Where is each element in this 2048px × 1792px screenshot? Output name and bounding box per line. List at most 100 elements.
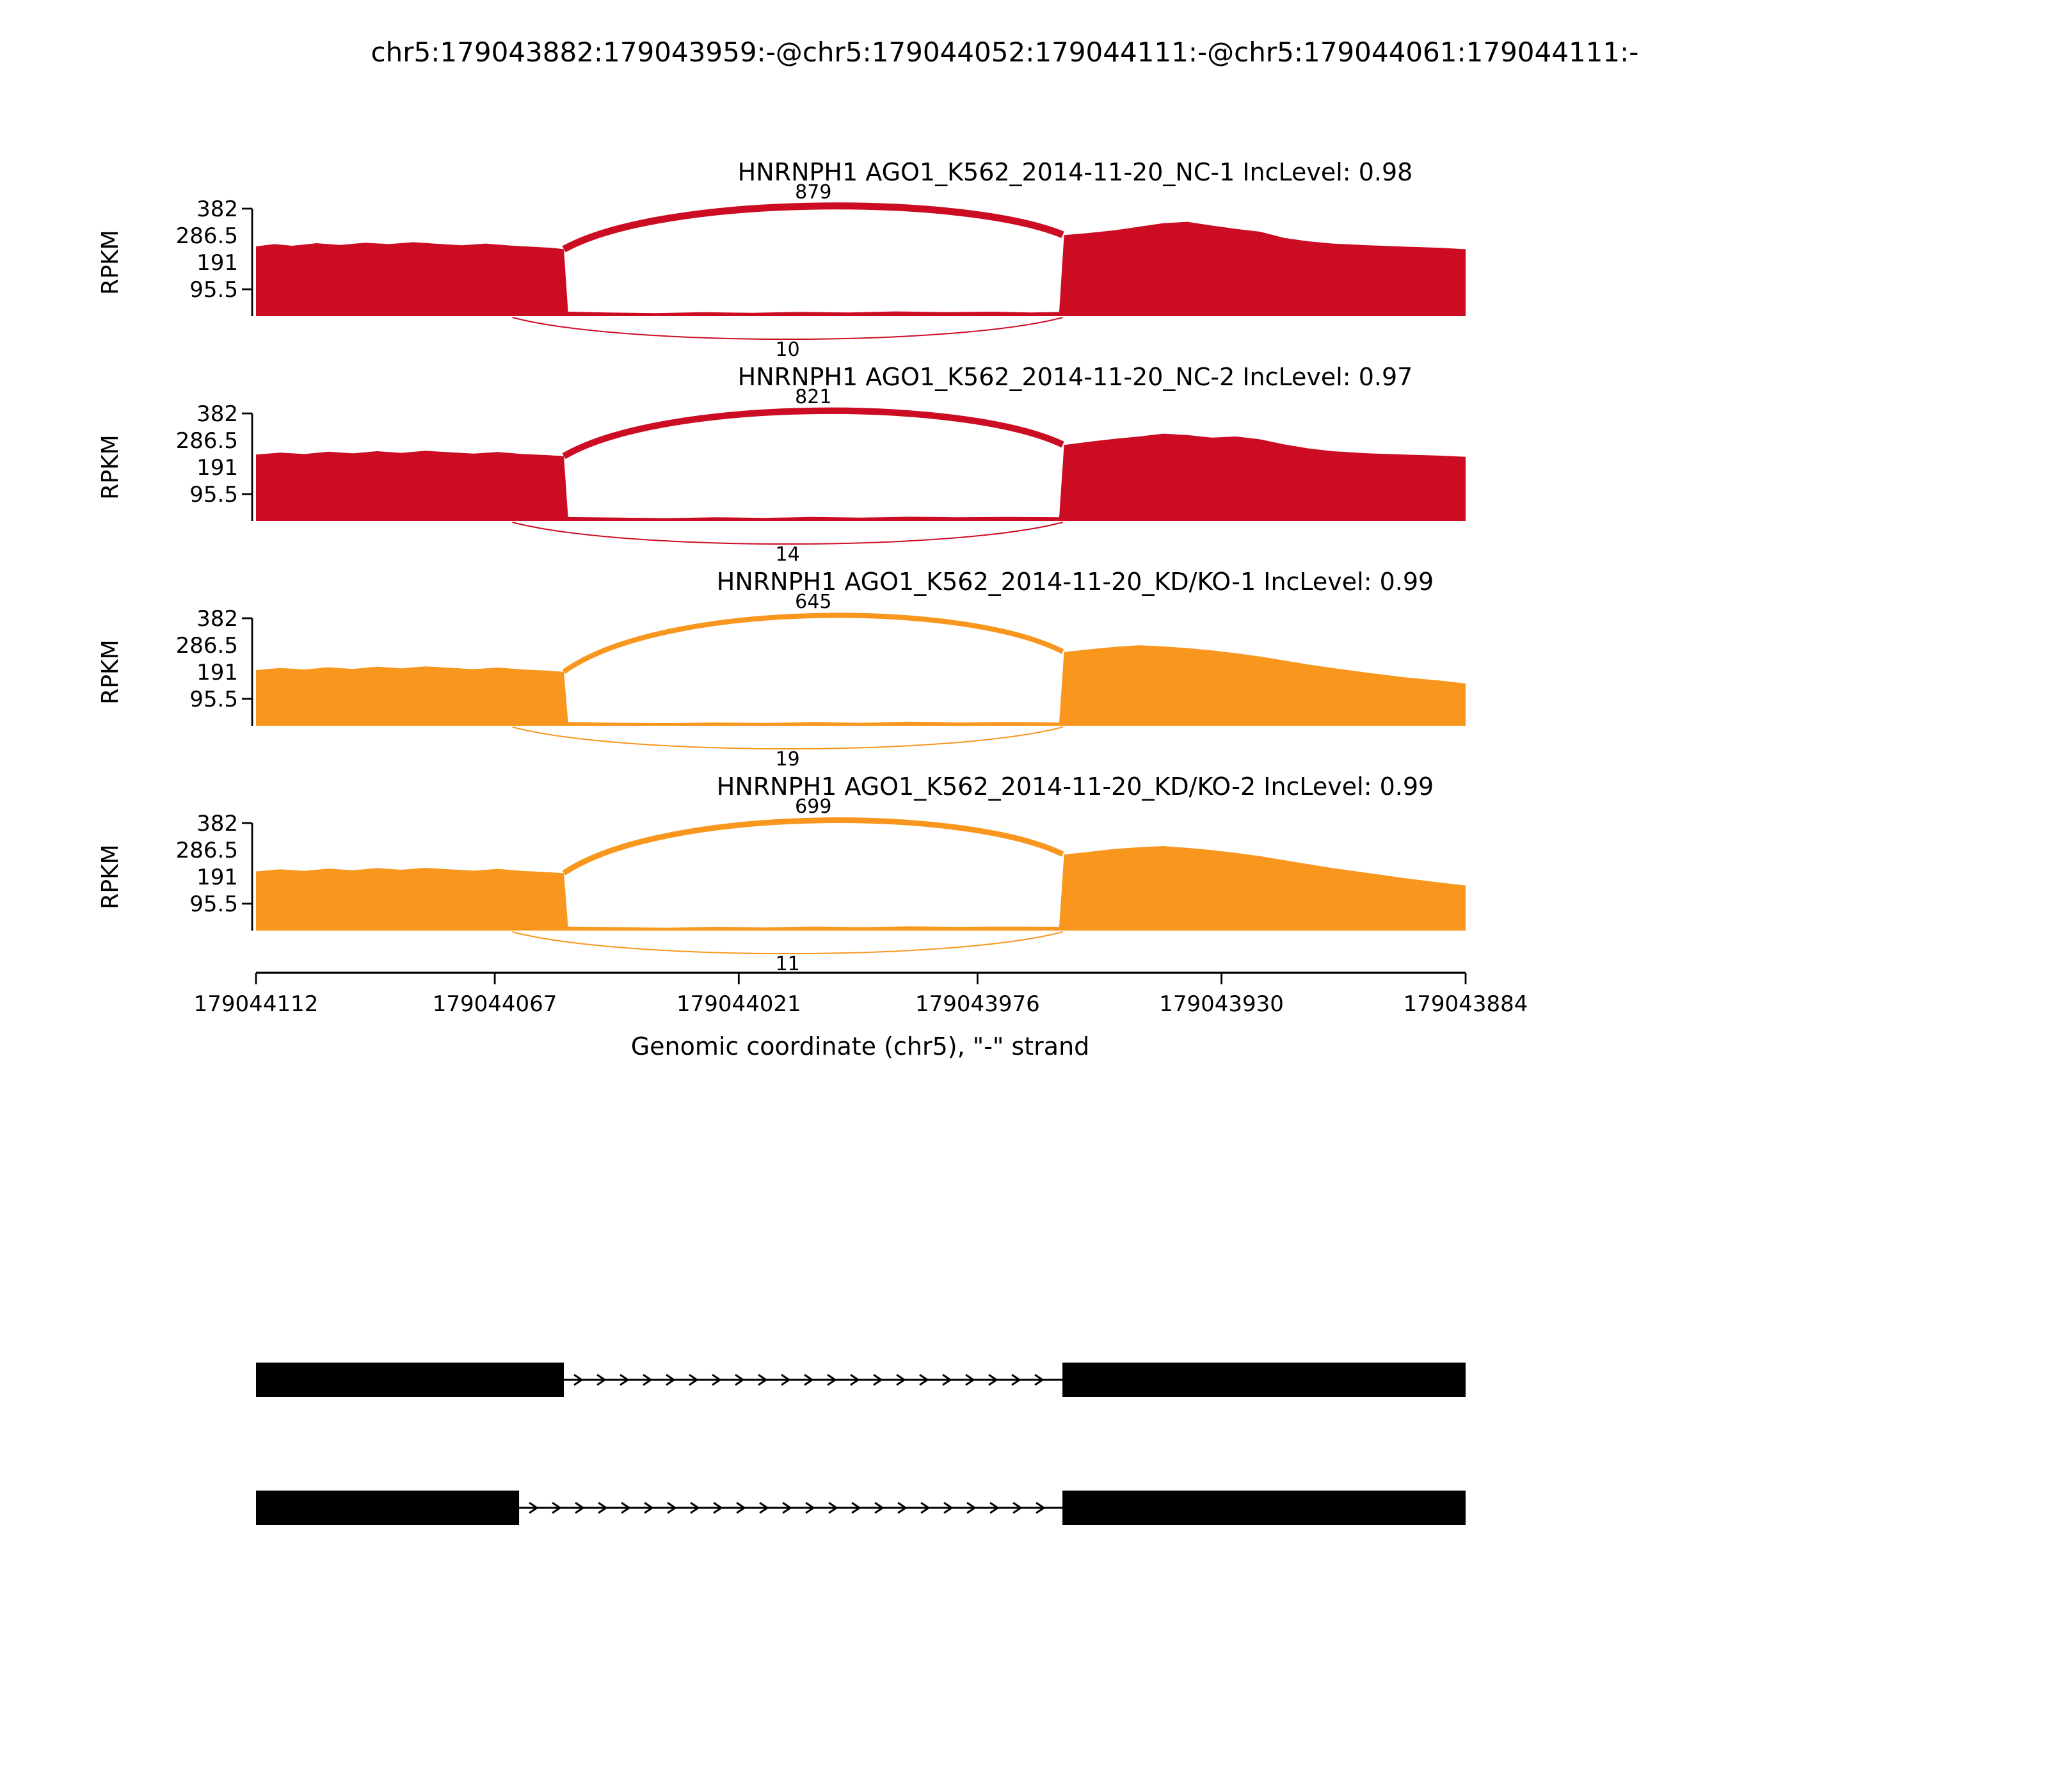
junction-count: 699	[795, 796, 831, 818]
track-title: HNRNPH1 AGO1_K562_2014-11-20_KD/KO-2 Inc…	[717, 772, 1434, 801]
junction-arc	[562, 407, 1064, 460]
coverage-area	[256, 221, 1466, 316]
isoform-row	[256, 1491, 1466, 1525]
x-tick-label: 179044112	[194, 991, 319, 1017]
junction-count: 10	[776, 339, 800, 361]
y-tick-label: 95.5	[189, 482, 238, 508]
figure-title: chr5:179043882:179043959:-@chr5:17904405…	[371, 36, 1639, 68]
intron-arrow-icon	[782, 1501, 792, 1514]
intron-arrow-icon	[828, 1501, 838, 1514]
exon-box	[256, 1363, 564, 1397]
y-tick-label: 286.5	[176, 428, 238, 454]
junction-arc	[562, 202, 1064, 253]
track-title: HNRNPH1 AGO1_K562_2014-11-20_NC-2 IncLev…	[738, 363, 1413, 391]
intron-arrow-icon	[988, 1373, 998, 1386]
intron-arrow-icon	[690, 1501, 700, 1514]
y-tick-label: 95.5	[189, 687, 238, 712]
intron-arrow-icon	[759, 1501, 769, 1514]
isoform-row	[256, 1363, 1466, 1397]
x-ticks: 179044112 179044067 179044021 179043976 1790…	[194, 973, 1528, 1017]
x-tick-label: 179043930	[1159, 991, 1284, 1017]
y-tick-label: 95.5	[189, 892, 238, 917]
y-tick-label: 191	[196, 865, 238, 890]
y-tick-label: 95.5	[189, 277, 238, 303]
intron-arrow-icon	[804, 1373, 814, 1386]
intron-arrow-icon	[666, 1373, 676, 1386]
intron-arrow-icon	[943, 1501, 954, 1514]
y-tick-label: 382	[196, 811, 238, 836]
junction-count: 879	[795, 181, 831, 204]
intron-arrow-icon	[643, 1373, 653, 1386]
intron-arrow-icon	[667, 1501, 677, 1514]
junction-count: 821	[795, 386, 831, 408]
intron-arrow-icon	[1036, 1501, 1046, 1514]
intron-arrow-icon	[552, 1501, 562, 1514]
intron-arrow-icon	[850, 1373, 860, 1386]
junction-count: 19	[776, 748, 800, 771]
intron-arrow-icon	[966, 1501, 977, 1514]
intron-arrow-icon	[942, 1373, 952, 1386]
intron-arrow-icon	[965, 1373, 975, 1386]
intron-arrow-icon	[620, 1373, 630, 1386]
junction-arc	[512, 726, 1063, 750]
x-tick-label: 179043976	[915, 991, 1040, 1017]
junction-count: 14	[776, 543, 800, 566]
intron-arrow-icon	[919, 1373, 929, 1386]
y-axis-label: RPKM	[97, 844, 124, 909]
junction-arc	[512, 522, 1063, 545]
y-tick-label: 191	[196, 455, 238, 481]
coverage-area	[256, 433, 1466, 521]
y-axis-label: RPKM	[97, 230, 124, 294]
intron-arrow-icon	[1011, 1373, 1021, 1386]
intron-arrow-icon	[596, 1373, 607, 1386]
intron-arrow-icon	[1012, 1501, 1023, 1514]
track-title: HNRNPH1 AGO1_K562_2014-11-20_NC-1 IncLev…	[738, 158, 1413, 186]
y-axis-label: RPKM	[97, 435, 124, 499]
x-tick-label: 179044021	[676, 991, 801, 1017]
intron-arrow-icon	[621, 1501, 631, 1514]
junction-arc	[512, 317, 1063, 340]
intron-arrow-icon	[827, 1373, 837, 1386]
intron-arrow-icon	[713, 1501, 723, 1514]
x-axis: 179044112 179044067 179044021 179043976 1790…	[194, 972, 1528, 1060]
junction-arc	[562, 817, 1064, 876]
coverage-area	[256, 645, 1466, 726]
intron-arrow-icon	[735, 1373, 745, 1386]
junction-count: 645	[795, 591, 831, 613]
intron-arrow-icon	[873, 1373, 883, 1386]
y-tick-label: 191	[196, 660, 238, 685]
intron-arrow-icon	[896, 1373, 906, 1386]
intron-arrow-icon	[1034, 1373, 1044, 1386]
intron-arrow-icon	[598, 1501, 608, 1514]
junction-arc	[512, 931, 1063, 955]
y-tick-label: 286.5	[176, 838, 238, 863]
coverage-area	[256, 846, 1466, 931]
y-tick-label: 286.5	[176, 223, 238, 249]
junction-arc	[562, 612, 1064, 674]
junction-count: 11	[776, 953, 800, 975]
intron-arrow-icon	[851, 1501, 861, 1514]
intron-arrow-icon	[989, 1501, 1000, 1514]
track-title: HNRNPH1 AGO1_K562_2014-11-20_KD/KO-1 Inc…	[717, 568, 1434, 596]
intron-arrow-icon	[805, 1501, 815, 1514]
intron-arrow-icon	[644, 1501, 654, 1514]
y-tick-label: 382	[196, 196, 238, 222]
x-tick-label: 179044067	[433, 991, 557, 1017]
x-axis-label: Genomic coordinate (chr5), "-" strand	[631, 1032, 1090, 1060]
intron-arrow-icon	[758, 1373, 768, 1386]
intron-arrow-icon	[736, 1501, 746, 1514]
intron-arrow-icon	[529, 1501, 539, 1514]
intron-arrow-icon	[920, 1501, 931, 1514]
intron-arrow-icon	[874, 1501, 884, 1514]
intron-arrow-icon	[689, 1373, 699, 1386]
y-tick-label: 286.5	[176, 633, 238, 659]
exon-box	[256, 1491, 520, 1525]
intron-arrow-icon	[897, 1501, 908, 1514]
exon-box	[1062, 1363, 1466, 1397]
